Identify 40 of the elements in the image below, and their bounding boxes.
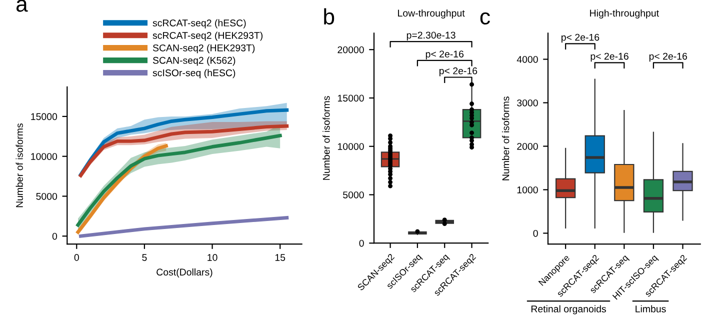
y-tick-label: 0 [359, 240, 364, 247]
legend-label: SCAN-seq2 (HEK293T) [152, 44, 255, 54]
y-tick-label: 15000 [338, 94, 364, 102]
y-tick-label: 1000 [517, 186, 538, 194]
y-tick-label: 0 [52, 232, 58, 240]
y-tick-label: 4000 [516, 56, 538, 63]
y-tick-label: 5000 [343, 191, 364, 198]
legend-label: scRCAT-seq2 (HEK293T) [152, 32, 262, 41]
text: Limbus [636, 305, 666, 312]
x-tick-label: 10 [208, 254, 218, 261]
x-tick-label: 5 [142, 254, 147, 261]
chart-title: Low-throughput [398, 9, 465, 19]
y-axis-title: Number of isoforms [322, 96, 330, 180]
y-tick-label: 3000 [517, 99, 538, 106]
y-tick-label: 15000 [31, 113, 58, 120]
annotation: p< 2e-16 [440, 67, 478, 76]
text: Retinal organoids [531, 305, 606, 314]
text: a [16, 0, 28, 12]
x-axis-title: Cost(Dollars) [156, 268, 212, 278]
y-axis-title: Number of isoforms [502, 96, 510, 180]
y-tick-label: 5000 [36, 192, 58, 200]
legend-label: scRCAT-seq2 (hESC) [152, 19, 246, 28]
y-tick-label: 2000 [517, 142, 538, 150]
y-tick-label: 10000 [31, 153, 58, 160]
legend-label: scISOr-seq (hESC) [152, 69, 236, 78]
text: b [324, 8, 334, 25]
annotation: p< 2e-16 [562, 34, 600, 43]
x-tick-label: 15 [275, 254, 286, 261]
chart-title: High-throughput [590, 9, 659, 19]
y-axis-title: Number of isoforms [16, 123, 23, 208]
y-tick-label: 0 [533, 230, 538, 237]
text: c [480, 12, 490, 25]
y-tick-label: 10000 [338, 143, 364, 150]
legend-label: SCAN-seq2 (K562) [152, 56, 236, 66]
x-tick-label: 0 [74, 254, 79, 261]
annotation: p< 2e-16 [590, 52, 628, 62]
annotation: p< 2e-16 [426, 50, 464, 60]
y-tick-label: 20000 [338, 46, 364, 54]
annotation: p< 2e-16 [649, 52, 688, 62]
annotation: p=2.30e-13 [406, 32, 456, 41]
